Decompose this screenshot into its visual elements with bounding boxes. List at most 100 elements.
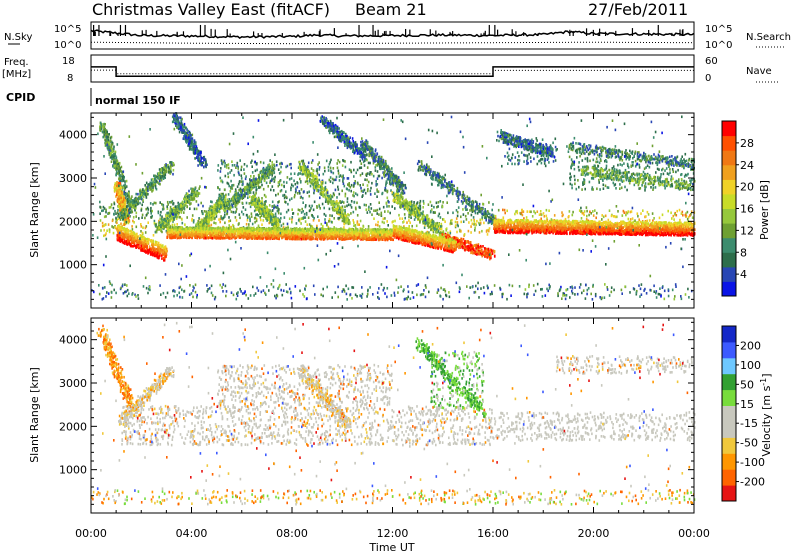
scatter-cell bbox=[102, 131, 105, 134]
scatter-cell bbox=[283, 193, 286, 197]
scatter-cell bbox=[310, 167, 313, 170]
scatter-cell bbox=[261, 200, 263, 203]
scatter-cell bbox=[437, 201, 440, 204]
scatter-cell bbox=[271, 177, 273, 181]
scatter-cell bbox=[369, 189, 372, 193]
scatter-cell bbox=[605, 160, 608, 164]
scatter-cell bbox=[248, 215, 251, 218]
scatter-cell bbox=[198, 192, 201, 195]
scatter-cell bbox=[254, 193, 257, 197]
noise-spikes bbox=[93, 24, 684, 36]
scatter-cell bbox=[102, 128, 105, 132]
scatter-cell bbox=[294, 182, 297, 186]
scatter-cell bbox=[130, 197, 132, 201]
scatter-cell bbox=[150, 206, 152, 210]
scatter-cell bbox=[283, 184, 285, 188]
scatter-cell bbox=[462, 213, 465, 216]
scatter-cell bbox=[262, 175, 265, 179]
scatter-cell bbox=[291, 218, 293, 221]
scatter-cell bbox=[343, 212, 346, 215]
scatter-cell bbox=[186, 196, 189, 199]
scatter-cell bbox=[552, 141, 554, 145]
scatter-cell bbox=[154, 182, 157, 185]
scatter-cell bbox=[376, 208, 379, 212]
scatter-cell bbox=[247, 183, 250, 187]
scatter-cell bbox=[266, 172, 269, 176]
scatter-cell bbox=[613, 168, 616, 171]
scatter-cell bbox=[672, 214, 675, 218]
scatter-cell bbox=[179, 122, 182, 125]
scatter-cell bbox=[219, 176, 222, 180]
scatter-cell bbox=[536, 162, 539, 166]
scatter-cell bbox=[290, 188, 292, 192]
scatter-cell bbox=[164, 217, 166, 221]
scatter-cell bbox=[128, 195, 131, 199]
scatter-cell bbox=[661, 168, 663, 172]
scatter-cell bbox=[246, 164, 248, 168]
scatter-cell bbox=[445, 227, 448, 230]
scatter-cell bbox=[113, 155, 115, 158]
scatter-cell bbox=[329, 193, 332, 197]
scatter-cell bbox=[237, 171, 240, 175]
scatter-cell bbox=[199, 153, 201, 157]
scatter-cell bbox=[543, 215, 546, 218]
scatter-cell bbox=[261, 177, 263, 181]
scatter-cell bbox=[592, 188, 594, 191]
scatter-cell bbox=[262, 168, 264, 171]
scatter-cell bbox=[430, 204, 433, 207]
scatter-cell bbox=[327, 225, 330, 229]
scatter-cell bbox=[200, 222, 202, 226]
scatter-cell bbox=[630, 165, 633, 168]
scatter-cell bbox=[170, 214, 173, 217]
scatter-cell bbox=[367, 187, 369, 191]
scatter-cell bbox=[380, 213, 382, 217]
scatter-cell bbox=[232, 202, 235, 205]
freq-ylabel-line2: [MHz] bbox=[2, 69, 31, 80]
scatter-cell bbox=[237, 182, 240, 186]
scatter-cell bbox=[678, 208, 681, 212]
scatter-cell bbox=[252, 177, 255, 181]
scatter-cell bbox=[118, 181, 120, 185]
scatter-cell bbox=[129, 203, 131, 207]
scatter-cell bbox=[204, 158, 206, 162]
scatter-cell bbox=[548, 209, 550, 212]
scatter-cell bbox=[227, 182, 230, 186]
scatter-cell bbox=[230, 179, 232, 183]
scatter-cell bbox=[347, 203, 350, 207]
scatter-cell bbox=[293, 195, 296, 199]
scatter-cell bbox=[279, 179, 281, 183]
scatter-cell bbox=[138, 217, 140, 220]
scatter-cell bbox=[521, 208, 523, 212]
scatter-cell bbox=[269, 159, 271, 162]
scatter-cell bbox=[135, 192, 137, 196]
scatter-cell bbox=[330, 203, 333, 206]
scatter-cell bbox=[352, 194, 354, 197]
scatter-cell bbox=[218, 203, 220, 206]
scatter-cell bbox=[188, 148, 191, 151]
scatter-cell bbox=[234, 216, 237, 219]
scatter-cell bbox=[179, 128, 182, 132]
scatter-cell bbox=[316, 172, 319, 175]
scatter-cell bbox=[388, 205, 390, 208]
scatter-cell bbox=[528, 152, 530, 156]
scatter-cell bbox=[231, 187, 234, 190]
scatter-cell bbox=[690, 213, 692, 216]
scatter-cell bbox=[175, 208, 177, 211]
scatter-cell bbox=[166, 223, 168, 227]
scatter-cell bbox=[118, 169, 120, 172]
scatter-cell bbox=[120, 165, 123, 169]
scatter-cell bbox=[619, 158, 621, 162]
scatter-cell bbox=[341, 175, 343, 179]
scatter-cell bbox=[191, 190, 193, 193]
scatter-cell bbox=[276, 223, 278, 226]
scatter-cell bbox=[356, 220, 359, 223]
scatter-cell bbox=[324, 195, 327, 199]
scatter-cell bbox=[302, 159, 305, 163]
scatter-cell bbox=[440, 222, 443, 226]
scatter-cell bbox=[185, 198, 188, 202]
scatter-cell bbox=[341, 214, 343, 218]
scatter-cell bbox=[107, 148, 110, 152]
scatter-cell bbox=[199, 185, 201, 188]
scatter-cell bbox=[246, 187, 248, 191]
scatter-cell bbox=[108, 206, 111, 209]
